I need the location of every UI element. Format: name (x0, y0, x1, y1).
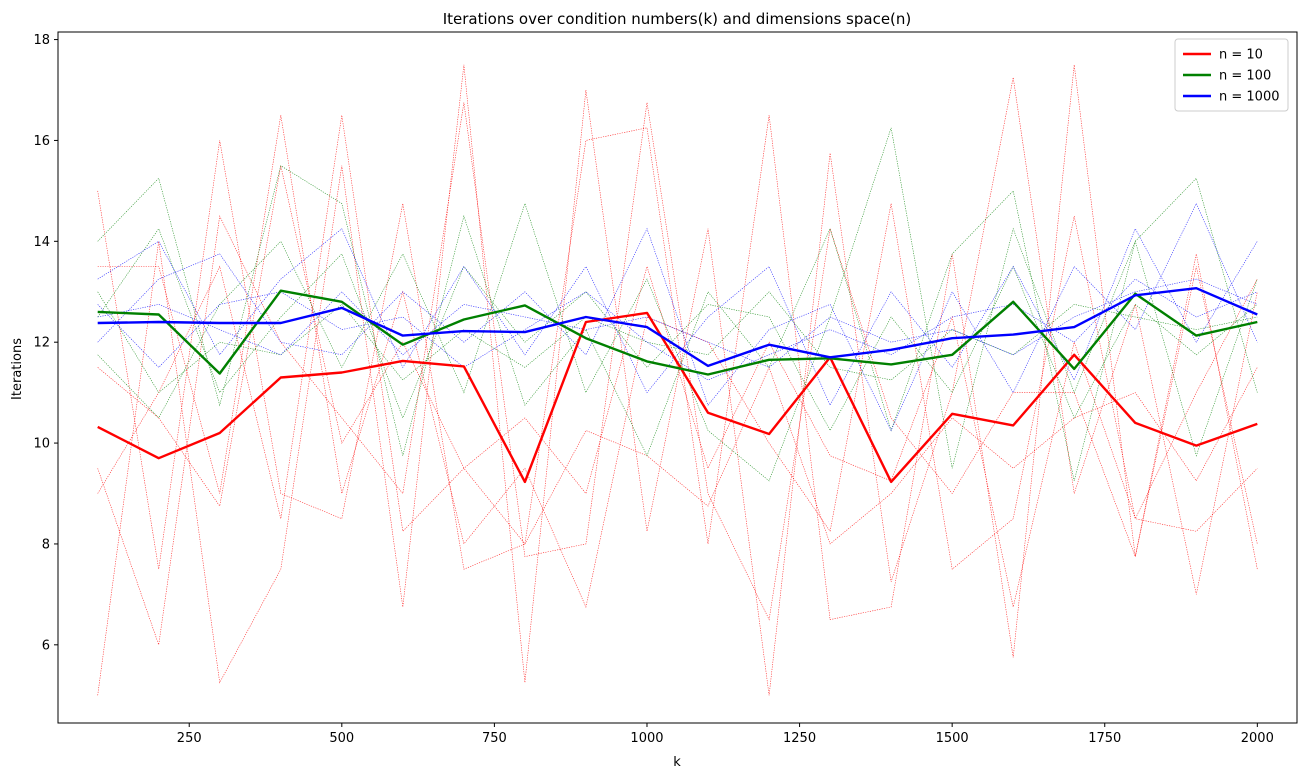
plot-frame (57, 31, 1298, 724)
series-line-1 (97, 311, 1258, 484)
y-tick-label: 16 (33, 134, 50, 149)
y-axis-label: Iterations (10, 338, 25, 400)
legend-label: n = 100 (1219, 69, 1271, 84)
run-line-10 (97, 291, 1258, 394)
x-tick-label: 500 (329, 731, 354, 746)
run-line-11 (97, 227, 1258, 406)
legend: n = 10 n = 100 n = 1000 (1174, 38, 1289, 112)
x-tick-label: 1500 (936, 731, 969, 746)
run-line-12 (97, 202, 1258, 432)
y-tick-label: 18 (33, 33, 50, 48)
y-tick-label: 10 (33, 437, 50, 452)
run-line-13 (97, 278, 1258, 381)
y-tick-label: 12 (33, 336, 50, 351)
run-line-14 (97, 278, 1258, 368)
series-line-2 (97, 289, 1258, 376)
x-tick-label: 750 (482, 731, 507, 746)
x-tick-label: 1750 (1088, 731, 1121, 746)
y-axis: 6 8 10 12 14 16 18 (33, 33, 58, 653)
x-tick-label: 250 (177, 731, 202, 746)
run-line-7 (97, 165, 1258, 481)
runs-layer (97, 64, 1258, 696)
legend-label: n = 10 (1219, 48, 1263, 63)
y-tick-label: 8 (42, 537, 50, 552)
y-tick-label: 6 (42, 638, 50, 653)
legend-label: n = 1000 (1219, 90, 1279, 105)
run-line-3 (97, 102, 1258, 645)
x-axis-label: k (673, 755, 681, 770)
series-line-3 (97, 287, 1258, 368)
run-line-6 (97, 165, 1258, 545)
y-tick-label: 14 (33, 235, 50, 250)
legend-box (1174, 38, 1289, 112)
run-line-1 (97, 64, 1258, 658)
x-tick-label: 1250 (783, 731, 816, 746)
run-line-9 (97, 228, 1258, 432)
x-tick-label: 1000 (630, 731, 663, 746)
series-layer (97, 287, 1258, 484)
x-tick-label: 2000 (1241, 731, 1274, 746)
x-axis: 250 500 750 1000 1250 1500 1750 2000 (177, 723, 1274, 746)
run-line-4 (97, 115, 1258, 608)
chart-title: Iterations over condition numbers(k) and… (443, 10, 912, 28)
run-line-2 (97, 64, 1258, 696)
